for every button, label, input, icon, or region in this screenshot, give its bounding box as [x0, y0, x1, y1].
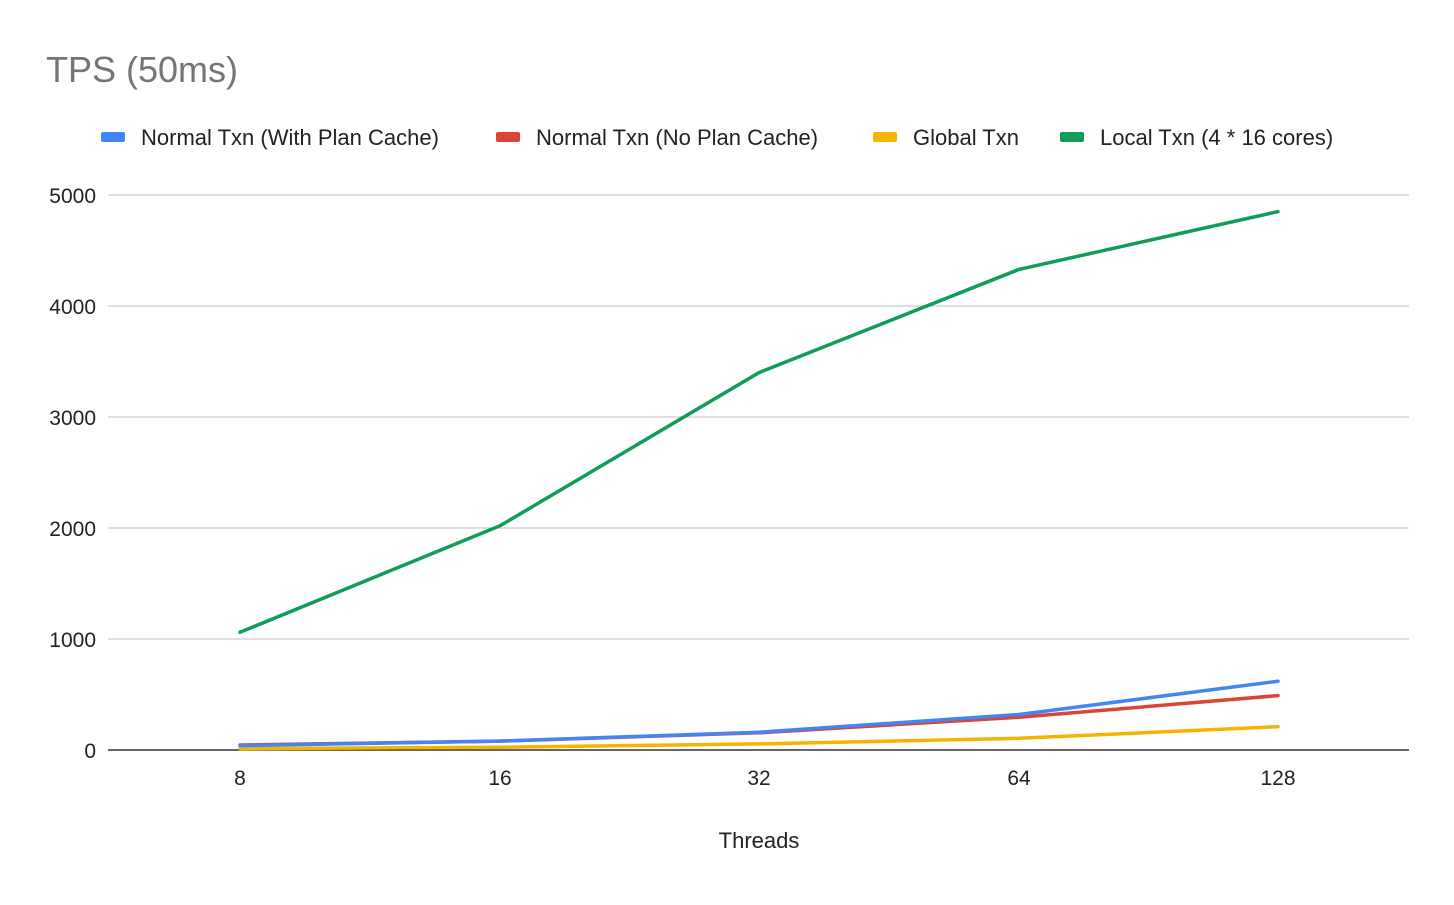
y-tick-label-3000: 3000	[49, 407, 96, 430]
legend-swatch-2	[873, 132, 897, 142]
y-tick-label-4000: 4000	[49, 296, 96, 319]
legend-label-2: Global Txn	[913, 125, 1019, 150]
y-tick-label-5000: 5000	[49, 185, 96, 208]
x-tick-label-16: 16	[488, 767, 511, 790]
legend-swatch-1	[496, 132, 520, 142]
series-line-1	[238, 693, 1280, 747]
legend: Normal Txn (With Plan Cache) Normal Txn (…	[101, 125, 1333, 150]
gridlines	[108, 194, 1409, 751]
x-axis-ticks: 8 16 32 64 128	[234, 767, 1295, 790]
legend-item-1: Normal Txn (No Plan Cache)	[496, 125, 818, 150]
x-axis-title: Threads	[719, 828, 800, 853]
chart-title: TPS (50ms)	[46, 49, 238, 90]
legend-label-1: Normal Txn (No Plan Cache)	[536, 125, 818, 150]
series-line-2	[238, 724, 1280, 751]
series-line-0	[238, 679, 1280, 748]
y-tick-label-1000: 1000	[49, 629, 96, 652]
legend-item-2: Global Txn	[873, 125, 1019, 150]
x-tick-label-8: 8	[234, 767, 246, 790]
series-line-3	[238, 209, 1280, 635]
x-tick-label-64: 64	[1007, 767, 1031, 790]
x-tick-label-128: 128	[1260, 767, 1295, 790]
legend-swatch-0	[101, 132, 125, 142]
y-tick-label-2000: 2000	[49, 518, 96, 541]
series-lines	[238, 209, 1280, 751]
y-axis-ticks: 0 1000 2000 3000 4000 5000	[49, 185, 96, 763]
y-tick-label-0: 0	[84, 740, 96, 763]
legend-item-0: Normal Txn (With Plan Cache)	[101, 125, 439, 150]
legend-label-3: Local Txn (4 * 16 cores)	[1100, 125, 1333, 150]
legend-swatch-3	[1060, 132, 1084, 142]
legend-label-0: Normal Txn (With Plan Cache)	[141, 125, 439, 150]
legend-item-3: Local Txn (4 * 16 cores)	[1060, 125, 1333, 150]
x-tick-label-32: 32	[747, 767, 770, 790]
